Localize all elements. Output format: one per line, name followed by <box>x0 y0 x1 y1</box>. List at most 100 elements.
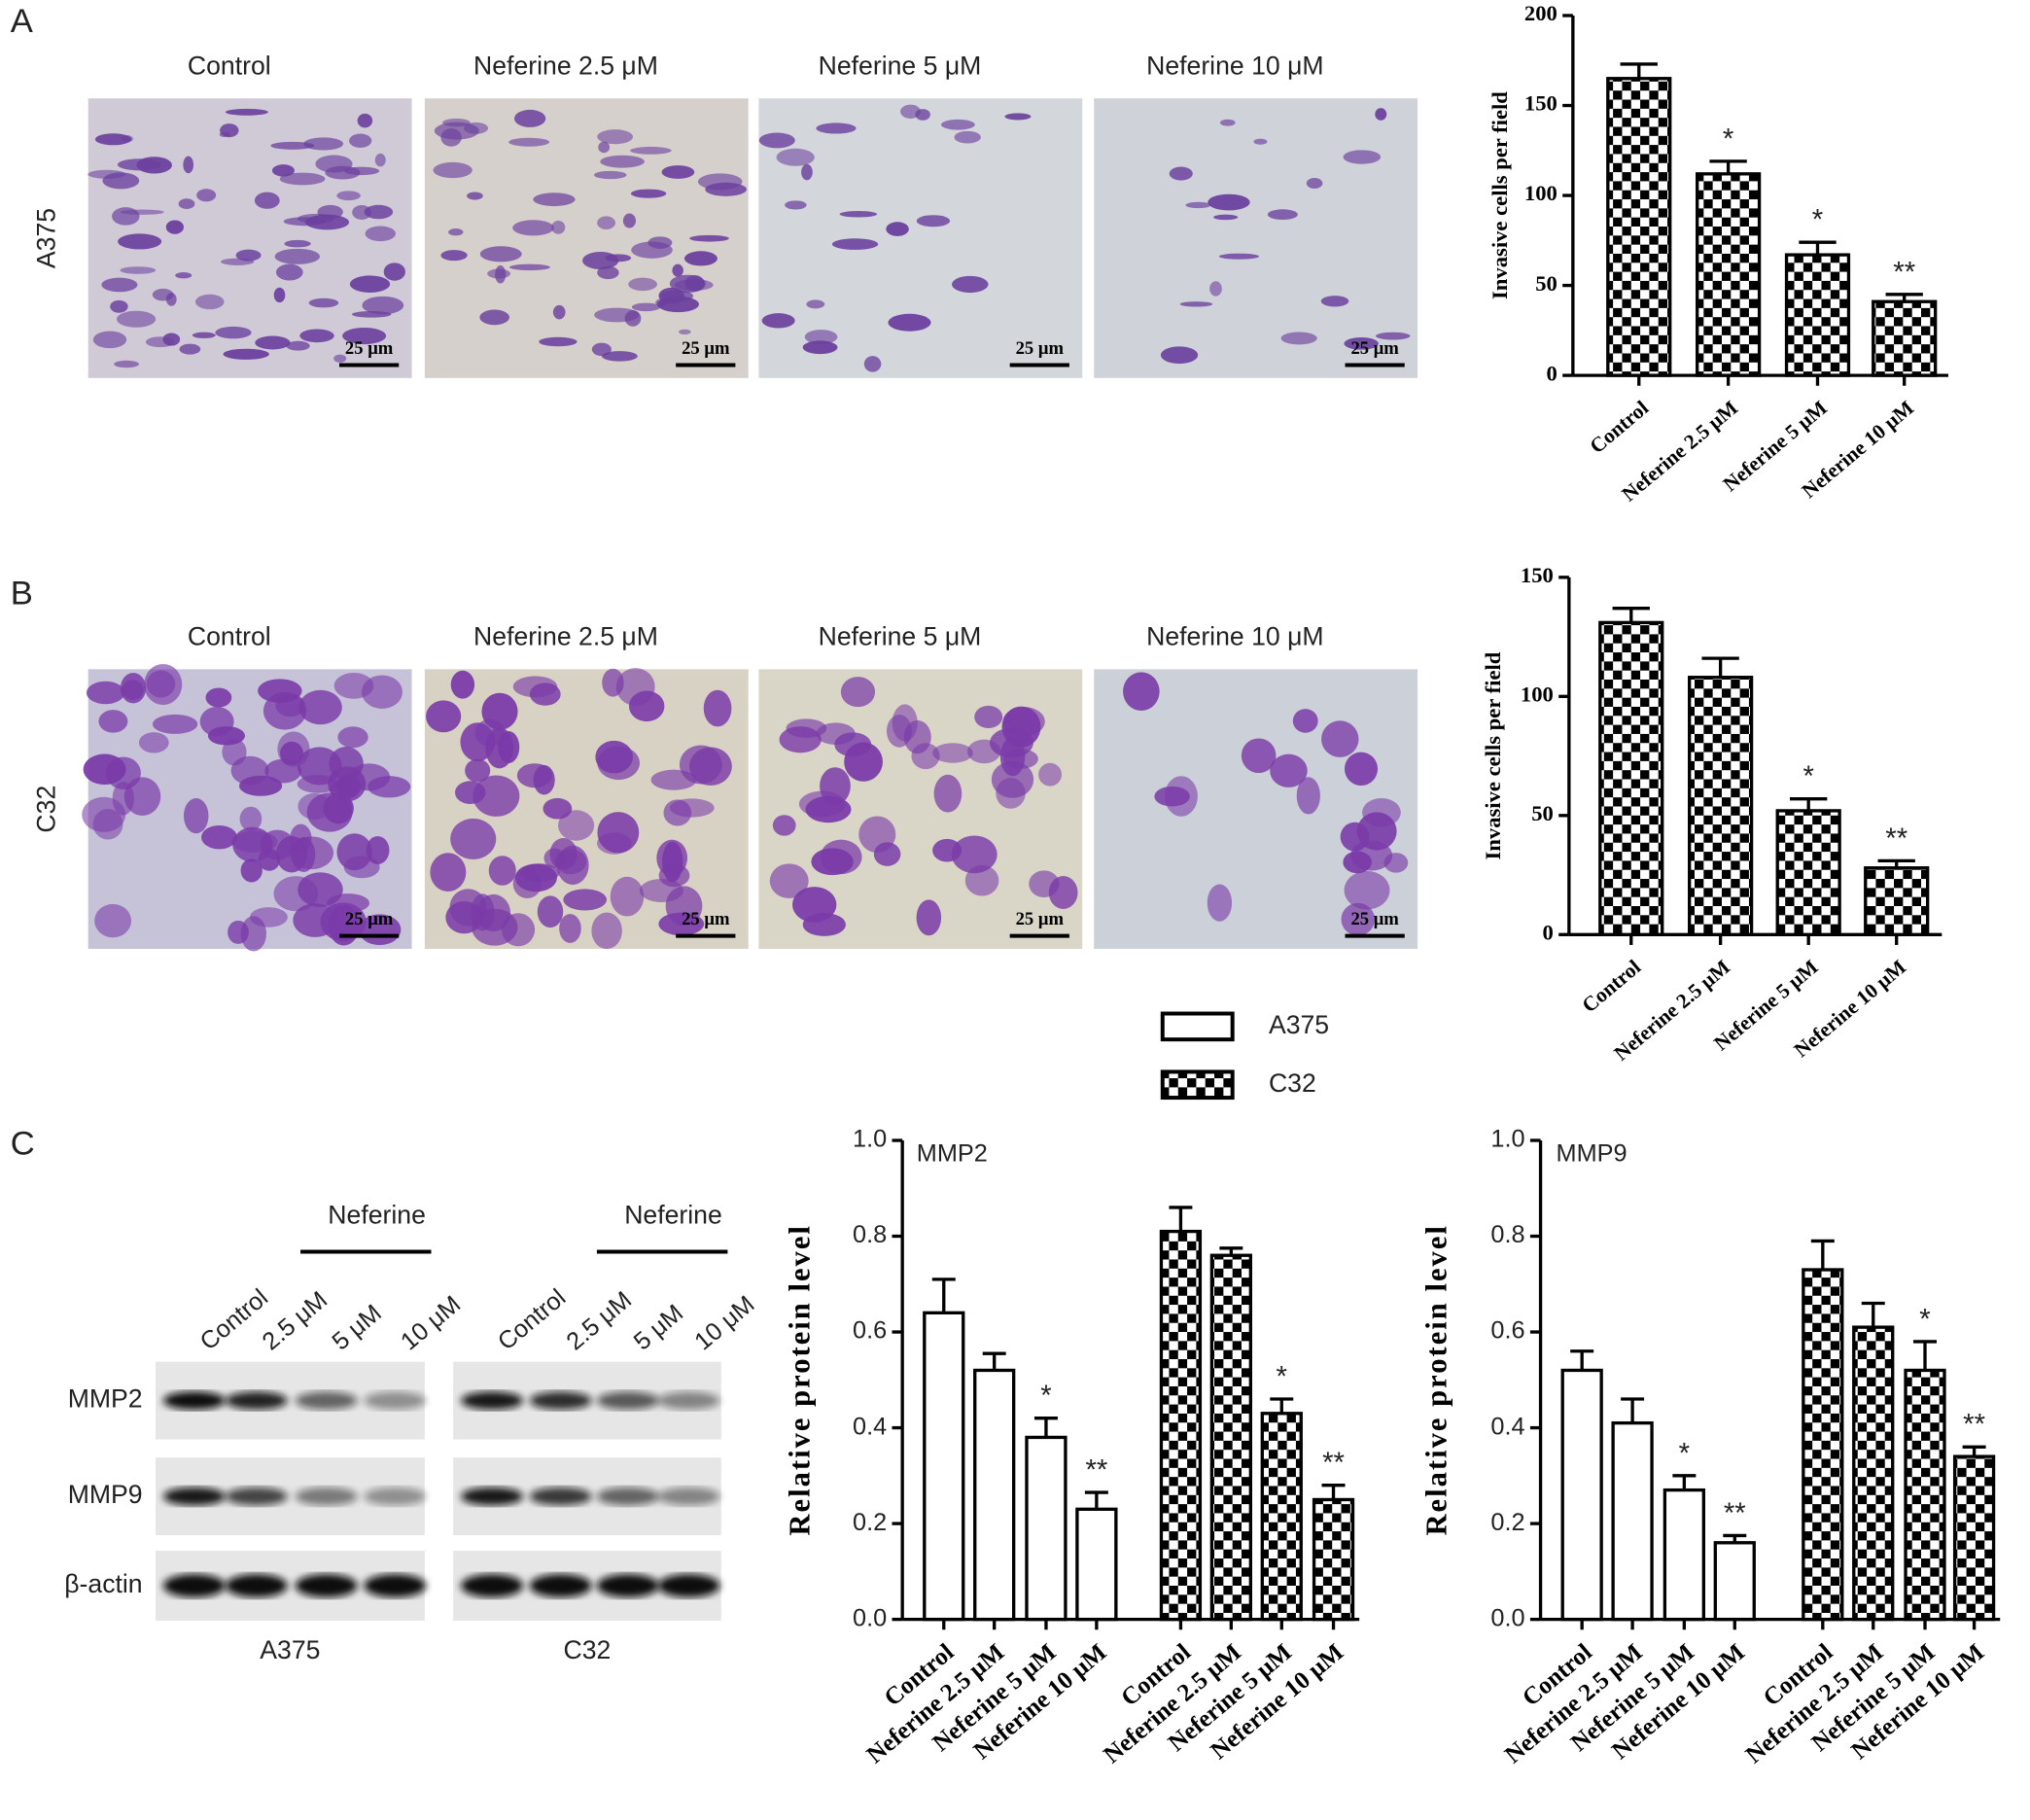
y-tick-label: 0.6 <box>853 1317 887 1345</box>
bar <box>1784 253 1851 377</box>
chart-annotation: MMP2 <box>917 1139 988 1167</box>
protein-label: MMP9 <box>68 1480 143 1509</box>
band <box>364 1391 427 1410</box>
cell <box>120 266 157 274</box>
cell <box>271 164 295 177</box>
cell <box>1362 797 1401 827</box>
cell <box>785 200 807 210</box>
lane-label: 2.5 μM <box>561 1286 637 1355</box>
bar <box>1611 1420 1654 1622</box>
bar <box>1688 676 1754 936</box>
cell <box>162 332 181 346</box>
cell <box>488 856 516 886</box>
cell <box>101 277 138 293</box>
cell <box>597 129 634 145</box>
cell <box>165 220 184 234</box>
y-tick-label: 0 <box>1543 920 1554 944</box>
cell <box>1270 753 1308 788</box>
y-tick-label: 50 <box>1535 271 1558 296</box>
cell <box>178 198 195 209</box>
cell <box>196 189 217 202</box>
cell <box>516 763 552 788</box>
scale-bar-label: 25 μm <box>1350 338 1399 359</box>
panel-label: C <box>11 1125 35 1162</box>
bar <box>1802 1268 1844 1622</box>
cell <box>349 275 391 293</box>
cell <box>1267 209 1298 221</box>
cell <box>1207 884 1233 922</box>
scale-bar-label: 25 μm <box>345 338 394 359</box>
cell <box>498 731 520 763</box>
cell <box>442 118 471 127</box>
cell <box>806 299 825 309</box>
cell <box>352 204 372 220</box>
cell <box>802 913 846 936</box>
y-tick-label: 1.0 <box>1490 1126 1524 1153</box>
band <box>529 1391 592 1410</box>
cell <box>270 141 315 150</box>
cell <box>175 272 192 279</box>
cell <box>283 217 326 227</box>
scale-bar-label: 25 μm <box>1016 909 1065 929</box>
cell <box>225 108 268 116</box>
cell <box>273 287 286 303</box>
bar <box>1260 1412 1303 1622</box>
band <box>657 1574 720 1597</box>
cell <box>512 676 558 698</box>
micrograph <box>1094 98 1418 378</box>
cell <box>502 913 536 947</box>
legend-swatch <box>1160 1011 1235 1042</box>
band <box>225 1487 288 1506</box>
cell <box>110 299 128 313</box>
significance: * <box>1277 1360 1287 1392</box>
x-tick-label: Control <box>1578 955 1646 1017</box>
cell <box>989 727 1033 758</box>
cell <box>351 310 392 318</box>
cell <box>450 670 475 699</box>
cell <box>903 719 931 754</box>
legend-label: C32 <box>1269 1068 1316 1098</box>
significance: * <box>1919 1303 1930 1335</box>
cell <box>661 165 695 179</box>
cell <box>136 157 172 174</box>
cell <box>240 916 266 952</box>
cell <box>1185 201 1211 209</box>
y-tick-label: 1.0 <box>853 1126 887 1153</box>
bar <box>1696 172 1762 377</box>
cell <box>758 132 795 149</box>
protein-label: MMP2 <box>68 1384 143 1414</box>
scale-bar-label: 25 μm <box>1350 909 1399 929</box>
cell <box>495 264 507 284</box>
cell <box>333 354 347 363</box>
bar <box>1904 1368 1946 1622</box>
y-tick-label: 150 <box>1521 563 1554 587</box>
y-tick-label: 0.8 <box>853 1221 887 1248</box>
cell-line-label: C32 <box>564 1635 612 1664</box>
band <box>461 1391 524 1410</box>
significance: ** <box>1963 1409 1985 1441</box>
cell <box>479 309 509 326</box>
y-axis-label: Relative protein level <box>1420 1224 1453 1535</box>
cell <box>954 130 981 144</box>
cell <box>1218 253 1260 260</box>
cell <box>605 254 632 262</box>
column-title: Neferine 5 μM <box>819 621 982 650</box>
cell <box>1296 777 1320 815</box>
cell <box>223 348 269 360</box>
y-tick-label: 0.2 <box>853 1509 887 1536</box>
cell <box>816 122 857 134</box>
cell <box>120 209 164 215</box>
cell <box>1241 738 1277 774</box>
bar <box>1598 620 1664 936</box>
cell <box>315 155 353 173</box>
cell <box>669 274 706 294</box>
band <box>225 1574 288 1597</box>
bar <box>1864 866 1930 936</box>
cell <box>472 775 520 817</box>
lane-label: 5 μM <box>327 1300 386 1356</box>
cell <box>308 298 339 308</box>
cell <box>299 329 334 343</box>
bar <box>1713 1541 1756 1622</box>
